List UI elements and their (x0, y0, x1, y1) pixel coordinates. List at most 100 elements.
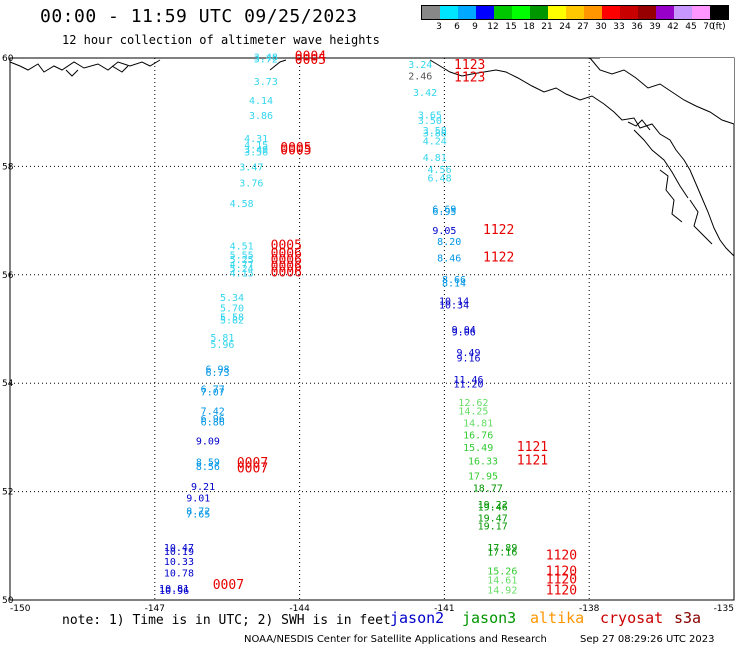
map-frame (9, 57, 735, 601)
satellite-altika: altika (530, 609, 585, 627)
wave-height-value: 8.66 (442, 275, 466, 286)
page-title: 00:00 - 11:59 UTC 09/25/2023 (40, 6, 358, 27)
color-swatch-13 (656, 6, 674, 19)
wave-height-value: 10.96 (159, 586, 189, 597)
wave-height-value: 19.17 (478, 522, 508, 533)
lat-tick-label: 60 (2, 54, 14, 64)
generated-timestamp: Sep 27 08:29:26 UTC 2023 (580, 634, 715, 645)
color-swatch-4 (494, 6, 512, 19)
wave-height-value: 9.21 (191, 482, 215, 493)
wave-height-value: 5.55 (230, 251, 254, 262)
coastline-segment (633, 129, 689, 199)
observation-time-label: 1120 (546, 548, 577, 563)
coastline-segment (429, 59, 735, 257)
observation-time-label: 1122 (483, 223, 514, 238)
observation-time-label: 1120 (546, 584, 577, 599)
color-swatch-2 (458, 6, 476, 19)
coastline-segment (627, 119, 651, 131)
wave-height-value: 10.47 (164, 543, 194, 554)
color-legend-label: 45 (685, 22, 697, 32)
lon-tick-label: -147 (145, 604, 165, 614)
color-swatch-0 (422, 6, 440, 19)
wave-height-value: 5.25 (230, 255, 254, 266)
wave-height-value: 14.92 (487, 585, 517, 596)
wave-height-value: 3.48 (254, 53, 278, 64)
wave-height-value: 5.81 (210, 333, 234, 344)
wave-height-value: 8.59 (196, 458, 220, 469)
color-swatch-14 (674, 6, 692, 19)
wave-height-value: 19.22 (478, 500, 508, 511)
coastline-segment (659, 169, 683, 223)
wave-height-value: 16.33 (468, 457, 498, 468)
color-legend-labels: 3 6 9 12 15 18 21 24 27 30 33 36 39 42 45 70 (ft) (421, 20, 727, 32)
color-swatch-8 (566, 6, 584, 19)
observation-time-label: 0005 (280, 143, 311, 158)
wave-height-value: 9.04 (452, 325, 476, 336)
color-legend-label: 3 (436, 22, 442, 32)
satellite-jason2: jason2 (390, 609, 445, 627)
wave-height-value: 4.81 (423, 153, 447, 164)
credit-text: NOAA/NESDIS Center for Satellite Applica… (244, 634, 547, 645)
observation-time-label: 0006 (271, 253, 302, 268)
color-swatch-6 (530, 6, 548, 19)
wave-height-value: 3.49 (244, 145, 268, 156)
wave-height-value: 6.48 (428, 174, 452, 185)
page-subtitle: 12 hour collection of altimeter wave hei… (62, 33, 380, 47)
color-swatch-5 (512, 6, 530, 19)
wave-height-value: 5.82 (220, 316, 244, 327)
satellite-jason3: jason3 (462, 609, 517, 627)
wave-height-value: 3.50 (418, 116, 442, 127)
color-swatch-12 (638, 6, 656, 19)
wave-height-value: 17.95 (468, 472, 498, 483)
color-legend-label: 30 (595, 22, 607, 32)
wave-height-value: 8.72 (186, 506, 210, 517)
observation-time-label: 1121 (517, 440, 548, 455)
coastline (9, 57, 735, 257)
axis-labels: -150 -147 -144 -141 -138 -135 60 58 56 54 52 50 (2, 54, 734, 614)
wave-height-value: 4.31 (244, 134, 268, 145)
observation-time-label: 0005 (295, 53, 326, 68)
wave-height-value: 9.49 (456, 348, 480, 359)
wave-height-value: 8.56 (196, 462, 220, 473)
wave-height-value: 3.76 (239, 178, 263, 189)
color-swatch-16 (710, 6, 728, 19)
lon-tick-label: -135 (714, 604, 734, 614)
wave-height-value: 17.16 (487, 548, 517, 559)
wave-height-value: 4.77 (230, 260, 254, 271)
time-labels: 0004000500050005000500060006000600060007… (213, 50, 577, 599)
observation-time-label: 1122 (483, 250, 514, 265)
color-swatch-11 (620, 6, 638, 19)
wave-height-value: 5.70 (220, 304, 244, 315)
wave-height-value: 6.98 (205, 364, 229, 375)
wave-height-value: 3.56 (244, 148, 268, 159)
wave-height-value: 7.07 (201, 388, 225, 399)
color-legend-label: 21 (541, 22, 553, 32)
wave-height-value: 3.47 (239, 163, 263, 174)
wave-height-value: 17.89 (487, 543, 517, 554)
color-legend: 3 6 9 12 15 18 21 24 27 30 33 36 39 42 45 70 (ft) (421, 5, 729, 32)
observation-time-label: 1120 (546, 573, 577, 588)
wave-height-value: 4.15 (230, 268, 254, 279)
lon-tick-label: -144 (289, 604, 310, 614)
wave-height-value: 18.77 (473, 484, 503, 495)
lat-lon-grid (9, 57, 735, 601)
lon-tick-label: -150 (10, 604, 31, 614)
coastline-segment (589, 57, 735, 125)
wave-height-value: 6.77 (201, 384, 225, 395)
wave-height-value: 10.19 (164, 547, 194, 558)
observation-time-label: 0004 (295, 50, 326, 65)
units-note: note: 1) Time is in UTC; 2) SWH is in fe… (62, 613, 391, 628)
wave-height-value: 5.58 (220, 312, 244, 323)
lat-tick-label: 54 (2, 379, 14, 389)
wave-height-value: 2.46 (408, 72, 432, 83)
observation-time-label: 0005 (271, 238, 302, 253)
wave-height-value: 3.86 (249, 111, 273, 122)
observation-time-label: 1120 (546, 565, 577, 580)
wave-height-value: 6.96 (201, 414, 225, 425)
color-legend-label: 36 (631, 22, 643, 32)
observation-time-label: 0006 (271, 246, 302, 261)
color-legend-label: 18 (523, 22, 535, 32)
wave-height-value: 9.01 (186, 493, 210, 504)
wave-height-value: 12.62 (458, 398, 488, 409)
